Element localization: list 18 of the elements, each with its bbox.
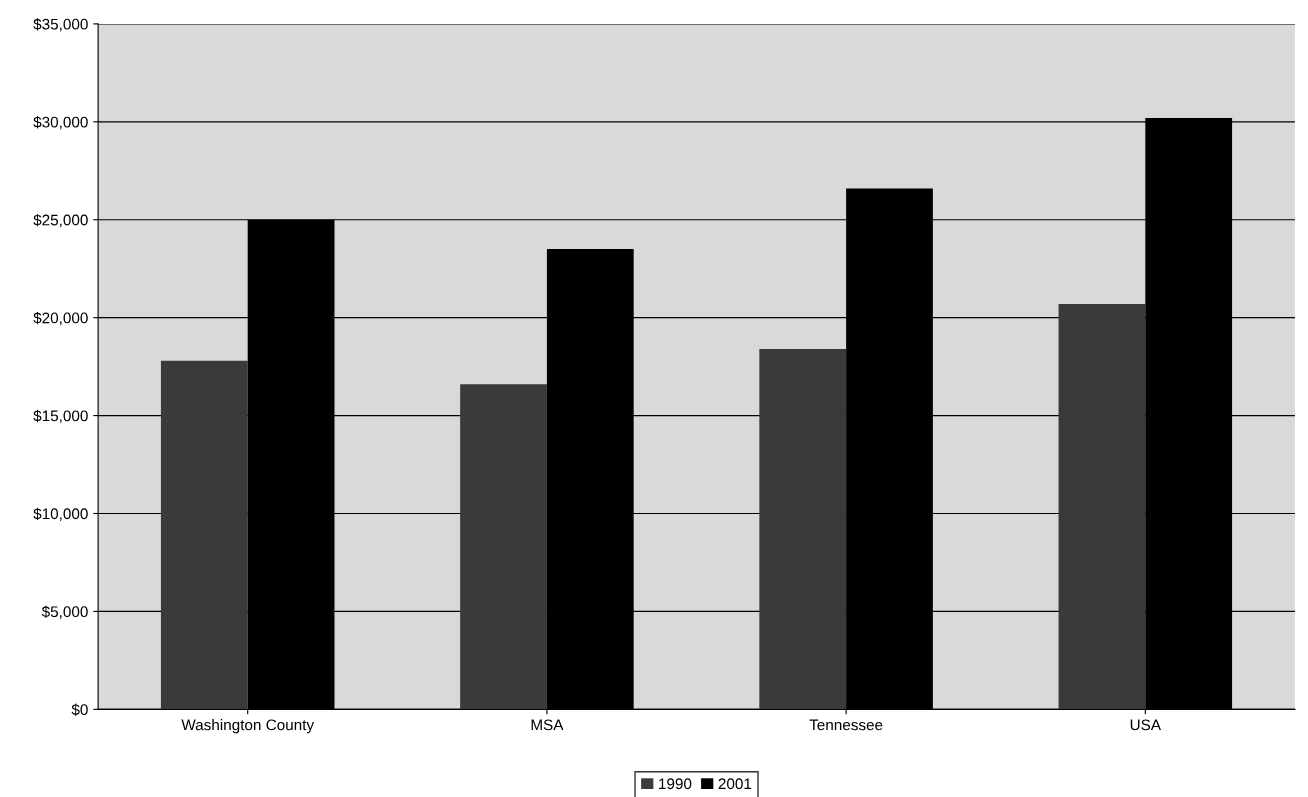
y-tick-label: $35,000 bbox=[33, 18, 88, 32]
y-tick-label: $10,000 bbox=[33, 507, 88, 521]
legend-label: 1990 bbox=[659, 778, 692, 790]
y-tick-label: $0 bbox=[71, 703, 88, 716]
x-tick-label: USA bbox=[1130, 719, 1161, 731]
y-tick-label: $30,000 bbox=[33, 116, 88, 130]
x-tick-label: MSA bbox=[531, 719, 564, 731]
x-tick-label: Washington County bbox=[181, 719, 315, 734]
y-tick-label: $5,000 bbox=[41, 605, 88, 619]
y-tick-label: $20,000 bbox=[33, 311, 88, 326]
bar bbox=[460, 384, 547, 710]
bar bbox=[160, 360, 248, 710]
bar bbox=[1058, 303, 1146, 710]
x-tick-label: Tennessee bbox=[809, 719, 883, 731]
bar bbox=[759, 348, 847, 710]
y-tick-label: $15,000 bbox=[33, 409, 88, 424]
legend-label: 2001 bbox=[718, 778, 752, 790]
y-tick-label: $25,000 bbox=[33, 213, 88, 228]
